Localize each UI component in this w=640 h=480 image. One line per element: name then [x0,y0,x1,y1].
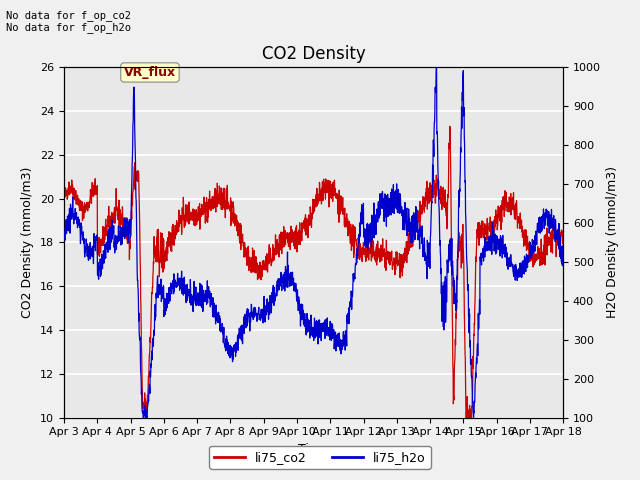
Text: No data for f_op_co2
No data for f_op_h2o: No data for f_op_co2 No data for f_op_h2… [6,10,131,33]
Text: VR_flux: VR_flux [124,66,176,79]
Title: CO2 Density: CO2 Density [262,45,365,63]
Y-axis label: CO2 Density (mmol/m3): CO2 Density (mmol/m3) [22,167,35,318]
Legend: li75_co2, li75_h2o: li75_co2, li75_h2o [209,446,431,469]
Y-axis label: H2O Density (mmol/m3): H2O Density (mmol/m3) [607,167,620,318]
X-axis label: Time: Time [298,443,329,456]
